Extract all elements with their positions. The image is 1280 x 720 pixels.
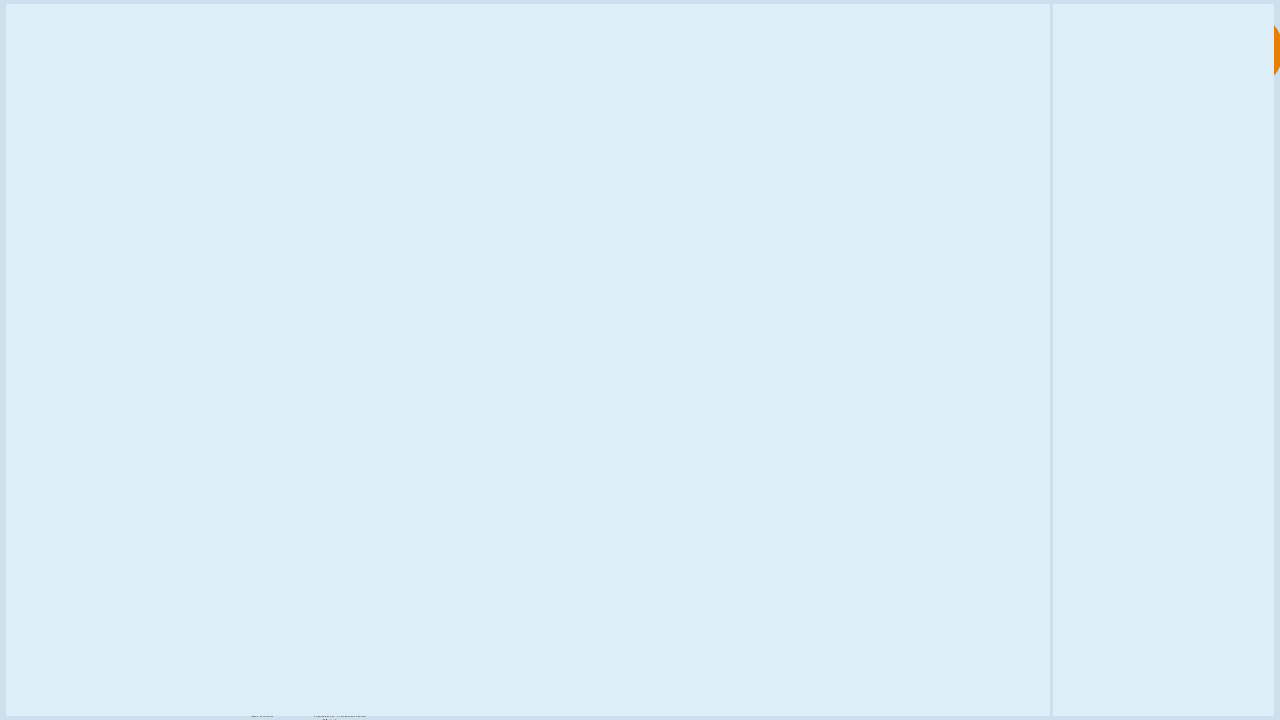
- Text: 4.6: 4.6: [653, 498, 666, 507]
- Text: IV-A Calabarzon: IV-A Calabarzon: [1066, 261, 1138, 270]
- Text: 3.0: 3.0: [343, 590, 355, 595]
- Text: BY AREA: BY AREA: [684, 382, 739, 395]
- Text: 2.5: 2.5: [407, 289, 422, 298]
- Text: 3.1: 3.1: [265, 588, 276, 593]
- Text: 4.8: 4.8: [1233, 292, 1247, 302]
- Bar: [268, 595, 275, 662]
- Bar: [1174, 321, 1225, 336]
- Bar: [444, 456, 452, 662]
- Text: 4.6: 4.6: [63, 555, 73, 560]
- Text: 2.5: 2.5: [114, 289, 129, 298]
- Text: 1.2: 1.2: [210, 629, 220, 634]
- Bar: [461, 463, 470, 662]
- Text: CAR: CAR: [1066, 136, 1085, 145]
- Text: 4.1: 4.1: [690, 513, 703, 521]
- Text: 1.4: 1.4: [132, 624, 142, 629]
- Bar: [1174, 258, 1221, 274]
- Bar: [1174, 446, 1248, 461]
- Bar: [1174, 384, 1222, 398]
- Bar: [1174, 196, 1211, 211]
- Circle shape: [1231, 18, 1280, 83]
- Text: 6.67: 6.67: [215, 678, 233, 683]
- Text: 6.0: 6.0: [227, 525, 237, 530]
- Bar: [328, 615, 335, 662]
- Text: 0.03: 0.03: [564, 678, 582, 683]
- Text: II Cagayan Valley: II Cagayan Valley: [1066, 199, 1144, 207]
- Text: 1.6: 1.6: [404, 620, 415, 625]
- Text: 1.9: 1.9: [365, 613, 376, 618]
- Text: 4.0: 4.0: [170, 568, 182, 573]
- Text: 4.5: 4.5: [72, 557, 82, 562]
- Text: 1.9: 1.9: [308, 326, 325, 335]
- Bar: [73, 565, 81, 662]
- Bar: [1174, 227, 1229, 242]
- Text: September 2021: September 2021: [632, 694, 690, 701]
- Bar: [337, 589, 344, 662]
- Bar: [55, 606, 64, 662]
- Bar: [522, 628, 530, 662]
- Text: 1.8: 1.8: [211, 332, 228, 341]
- Bar: [228, 532, 236, 662]
- Bar: [483, 647, 492, 662]
- Text: 4.5: 4.5: [1229, 355, 1243, 364]
- Text: 3.2: 3.2: [93, 585, 104, 590]
- Bar: [1174, 477, 1219, 492]
- Text: 4.7: 4.7: [639, 495, 652, 504]
- Text: Restaurants and
Accommodation
Services: Restaurants and Accommodation Services: [163, 696, 207, 713]
- Bar: [1174, 289, 1230, 305]
- Text: Recreation,
Sport, and
Culture: Recreation, Sport, and Culture: [518, 696, 550, 713]
- Bar: [211, 636, 219, 662]
- Text: SOURCE: PHILIPPINE STATISTICS AUTHORITY
(PRELIMINARY DATA AS OF OCT. 5, 2022)
BU: SOURCE: PHILIPPINE STATISTICS AUTHORITY …: [1066, 655, 1222, 678]
- Text: III Central Luzon: III Central Luzon: [1066, 230, 1140, 239]
- Bar: [329, 356, 343, 370]
- Text: XI Davao Region: XI Davao Region: [1066, 512, 1140, 521]
- Text: 3.0: 3.0: [148, 590, 160, 595]
- Bar: [1174, 164, 1213, 179]
- Text: VI Western Visayas: VI Western Visayas: [1066, 355, 1152, 364]
- Text: (2018=100, Year-On-Year % Change): (2018=100, Year-On-Year % Change): [641, 410, 781, 419]
- Text: NOTES:
- According to PSA's Price Statistics Division, available data for core C: NOTES: - According to PSA's Price Statis…: [122, 153, 640, 181]
- Bar: [250, 615, 257, 662]
- Text: 2.89: 2.89: [408, 678, 426, 683]
- Bar: [653, 508, 666, 641]
- Bar: [1174, 509, 1249, 523]
- Text: Information
and
Communication: Information and Communication: [279, 696, 323, 713]
- Text: 3.22: 3.22: [332, 678, 349, 683]
- Bar: [1174, 352, 1226, 367]
- Text: Education
Services: Education Services: [481, 696, 509, 707]
- Text: Health: Health: [408, 696, 426, 701]
- Text: XII Soccsksargen: XII Soccsksargen: [1066, 543, 1143, 552]
- Bar: [142, 598, 150, 662]
- Text: 2.16: 2.16: [448, 678, 466, 683]
- Text: (2018=100, Year-On-Year % Change): (2018=100, Year-On-Year % Change): [19, 80, 236, 93]
- Bar: [64, 563, 72, 662]
- Text: 4.5: 4.5: [1229, 73, 1243, 82]
- Text: IX Zamboanga Peninsula: IX Zamboanga Peninsula: [1066, 449, 1179, 458]
- Text: Personal Care
and Miscellaneous
Goods and
Services: Personal Care and Miscellaneous Goods an…: [237, 696, 288, 719]
- Bar: [1174, 415, 1222, 430]
- Text: Transport: Transport: [210, 696, 237, 701]
- Bar: [422, 613, 430, 662]
- Text: 3.4: 3.4: [1216, 167, 1230, 176]
- Text: 0.96: 0.96: [525, 678, 543, 683]
- Text: 4.4: 4.4: [1228, 324, 1242, 333]
- Text: 3.1: 3.1: [504, 253, 520, 261]
- Text: 4.0: 4.0: [1222, 261, 1238, 270]
- Text: 4.7: 4.7: [771, 495, 783, 504]
- Text: September 2021: September 2021: [212, 359, 283, 369]
- Bar: [623, 566, 637, 641]
- Text: 0.4: 0.4: [296, 646, 307, 651]
- Text: Housing, Water,
Electricity, Gas,
and Other Fuels: Housing, Water, Electricity, Gas, and Ot…: [124, 696, 168, 713]
- Text: 4.7: 4.7: [1231, 230, 1245, 239]
- Bar: [771, 505, 783, 641]
- Text: VII Central Visayas: VII Central Visayas: [1066, 387, 1151, 395]
- Text: 70.43: 70.43: [56, 678, 79, 683]
- Text: 3.8: 3.8: [490, 572, 500, 577]
- Text: BY COMMODITY GROUP: BY COMMODITY GROUP: [44, 345, 198, 359]
- Text: 2.2: 2.2: [538, 607, 548, 612]
- Text: 4.1: 4.1: [1224, 387, 1238, 395]
- Bar: [677, 689, 694, 706]
- Text: 5.2: 5.2: [1236, 543, 1251, 552]
- Bar: [180, 572, 188, 662]
- Text: 2.4: 2.4: [529, 603, 540, 608]
